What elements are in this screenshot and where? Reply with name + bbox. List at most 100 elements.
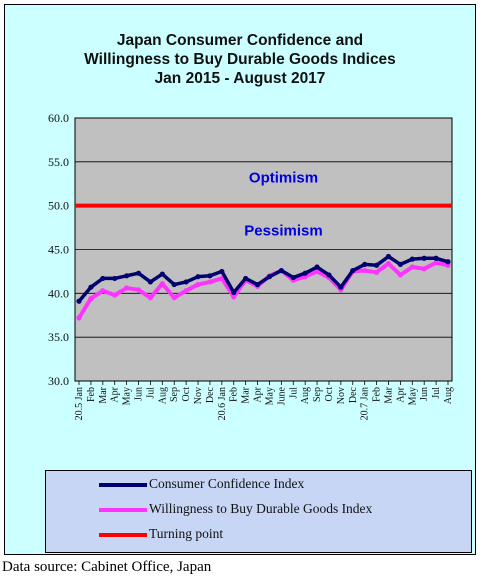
legend-label-consumer-confidence: Consumer Confidence Index bbox=[149, 476, 305, 491]
consumer-confidence-point bbox=[100, 275, 106, 282]
legend-item-willingness: Willingness to Buy Durable Goods Index bbox=[46, 499, 471, 519]
willingness-point bbox=[183, 288, 189, 294]
willingness-point bbox=[195, 281, 201, 288]
willingness-point bbox=[112, 292, 118, 298]
legend-swatch-willingness bbox=[99, 508, 147, 512]
consumer-confidence-point bbox=[278, 267, 284, 274]
x-tick-label: Mar bbox=[383, 386, 394, 403]
consumer-confidence-point bbox=[112, 275, 118, 282]
x-tick-label: Jun bbox=[134, 387, 145, 401]
consumer-confidence-point bbox=[219, 268, 225, 275]
x-tick-label: 20.5 Jan bbox=[74, 387, 85, 420]
consumer-confidence-point bbox=[385, 253, 392, 260]
x-tick-label: Nov bbox=[193, 387, 204, 404]
y-tick-label: 60.0 bbox=[48, 111, 69, 125]
chart-title-line-1: Japan Consumer Confidence and bbox=[116, 32, 364, 49]
willingness-point bbox=[433, 260, 439, 266]
x-tick-label: Apr bbox=[110, 386, 121, 402]
x-tick-label: Jul bbox=[145, 387, 156, 399]
legend-label-willingness: Willingness to Buy Durable Goods Index bbox=[149, 501, 373, 516]
consumer-confidence-point bbox=[445, 259, 451, 265]
x-tick-label: Aug bbox=[443, 387, 454, 404]
willingness-point bbox=[100, 288, 106, 294]
x-tick-label: Mar bbox=[241, 386, 252, 403]
consumer-confidence-point bbox=[421, 255, 427, 261]
consumer-confidence-point bbox=[290, 274, 296, 281]
consumer-confidence-point bbox=[159, 271, 165, 277]
x-tick-label: Sep bbox=[169, 387, 180, 402]
x-tick-label: Jun bbox=[419, 387, 430, 401]
willingness-point bbox=[314, 268, 320, 275]
consumer-confidence-point bbox=[254, 281, 261, 288]
willingness-point bbox=[409, 264, 415, 270]
y-tick-label: 40.0 bbox=[48, 286, 69, 300]
chart-frame: Japan Consumer Confidence and Willingnes… bbox=[4, 4, 476, 555]
consumer-confidence-point bbox=[302, 270, 308, 276]
consumer-confidence-point bbox=[135, 270, 142, 276]
willingness-point bbox=[362, 267, 368, 274]
consumer-confidence-point bbox=[88, 284, 94, 290]
consumer-confidence-point bbox=[147, 279, 154, 285]
legend-item-consumer-confidence: Consumer Confidence Index bbox=[46, 474, 471, 494]
consumer-confidence-point bbox=[326, 272, 332, 278]
willingness-point bbox=[231, 294, 237, 300]
consumer-confidence-point bbox=[195, 274, 201, 280]
x-tick-label: Feb bbox=[86, 387, 97, 402]
willingness-point bbox=[159, 281, 165, 287]
x-tick-label: Mar bbox=[98, 386, 109, 403]
consumer-confidence-point bbox=[171, 281, 177, 288]
willingness-point bbox=[76, 315, 82, 321]
x-tick-label: May bbox=[122, 387, 133, 405]
consumer-confidence-point bbox=[266, 274, 273, 280]
x-tick-label: Oct bbox=[324, 387, 335, 402]
x-tick-label: May bbox=[264, 387, 275, 405]
x-tick-label: Oct bbox=[181, 387, 192, 402]
y-tick-label: 55.0 bbox=[48, 155, 69, 169]
willingness-point bbox=[147, 295, 154, 301]
x-tick-label: May bbox=[407, 387, 418, 405]
consumer-confidence-point bbox=[314, 264, 320, 270]
legend-item-turning-point: Turning point bbox=[46, 524, 471, 544]
willingness-point bbox=[385, 260, 392, 267]
consumer-confidence-point bbox=[124, 273, 130, 279]
consumer-confidence-point bbox=[397, 261, 403, 268]
consumer-confidence-point bbox=[350, 267, 356, 274]
x-tick-label: Aug bbox=[157, 387, 168, 404]
legend-swatch-consumer-confidence bbox=[99, 483, 147, 487]
consumer-confidence-point bbox=[409, 256, 415, 262]
consumer-confidence-point bbox=[362, 261, 368, 268]
consumer-confidence-point bbox=[207, 273, 213, 279]
x-tick-label: Feb bbox=[229, 387, 240, 402]
willingness-point bbox=[421, 266, 427, 272]
y-tick-label: 35.0 bbox=[48, 330, 69, 344]
x-tick-label: Sep bbox=[312, 387, 323, 402]
x-tick-label: Apr bbox=[253, 386, 264, 402]
x-tick-label: Jul bbox=[431, 387, 442, 399]
annotation-optimism: Optimism bbox=[249, 170, 318, 187]
legend-label-turning-point: Turning point bbox=[149, 526, 224, 541]
chart-legend: Consumer Confidence Index Willingness to… bbox=[45, 470, 472, 553]
consumer-confidence-point bbox=[338, 284, 344, 290]
x-tick-label: 20.7 Jan bbox=[360, 387, 371, 420]
consumer-confidence-point bbox=[243, 275, 249, 282]
x-tick-label: Aug bbox=[300, 387, 311, 404]
x-tick-label: June bbox=[276, 386, 287, 405]
x-tick-label: Dec bbox=[205, 386, 216, 403]
consumer-confidence-point bbox=[373, 262, 380, 268]
y-tick-label: 30.0 bbox=[48, 374, 69, 388]
y-tick-label: 50.0 bbox=[48, 199, 69, 213]
annotation-pessimism: Pessimism bbox=[244, 223, 322, 240]
consumer-confidence-point bbox=[433, 255, 439, 261]
consumer-confidence-point bbox=[76, 298, 82, 304]
x-tick-label: Jul bbox=[288, 387, 299, 399]
willingness-point bbox=[124, 285, 130, 291]
consumer-confidence-point bbox=[183, 279, 189, 285]
consumer-confidence-point bbox=[231, 289, 237, 296]
willingness-point bbox=[171, 295, 177, 301]
y-tick-label: 45.0 bbox=[48, 243, 69, 257]
chart-title-line-2: Willingness to Buy Durable Goods Indices bbox=[84, 51, 396, 68]
x-tick-label: 20.6 Jan bbox=[217, 387, 228, 420]
willingness-point bbox=[88, 295, 94, 302]
x-tick-label: Nov bbox=[336, 387, 347, 404]
x-tick-label: Apr bbox=[395, 386, 406, 402]
